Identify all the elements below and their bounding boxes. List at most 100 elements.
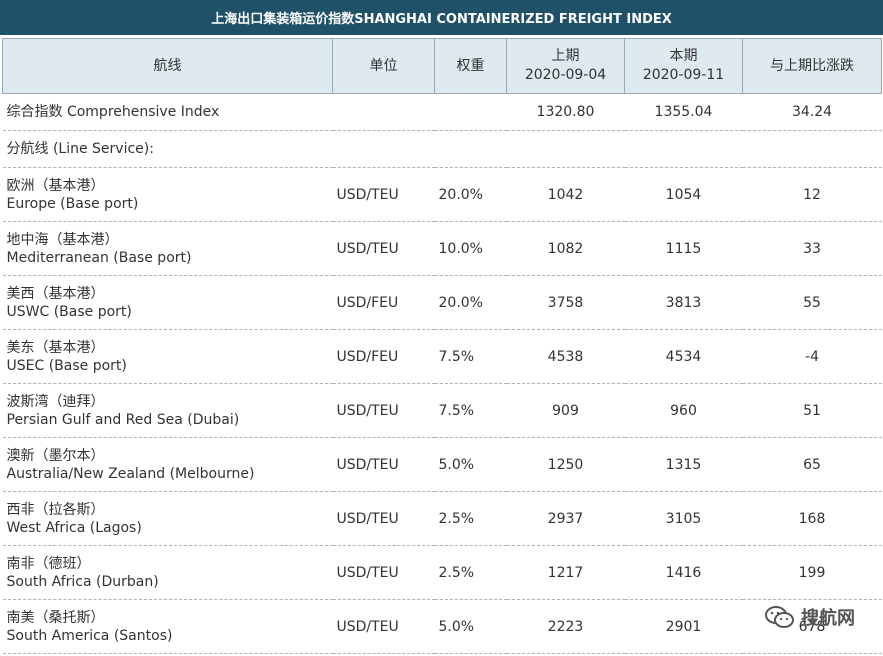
table-row: 美西（基本港） USWC (Base port) USD/FEU 20.0% 3758 3… — [2, 275, 882, 330]
weight-cell: 2.5% — [434, 491, 507, 546]
index-title: 上海出口集装箱运价指数SHANGHAI CONTAINERIZED FREIGH… — [0, 0, 883, 36]
change-cell: 51 — [742, 383, 882, 438]
header-change: 与上期比涨跌 — [742, 38, 882, 94]
prev-cell: 4538 — [506, 329, 625, 384]
header-prev-date: 2020-09-04 — [524, 67, 607, 83]
curr-cell: 1315 — [624, 437, 743, 492]
unit-cell: USD/TEU — [332, 383, 435, 438]
header-unit: 单位 — [332, 38, 435, 94]
header-route: 航线 — [2, 38, 333, 94]
prev-cell: 1217 — [506, 545, 625, 600]
unit-cell: USD/TEU — [332, 491, 435, 546]
table-row: 西非（拉各斯） West Africa (Lagos) USD/TEU 2.5% 293… — [2, 491, 882, 546]
watermark: 搜航网 — [765, 604, 855, 630]
table-row: 南美（桑托斯） South America (Santos) USD/TEU 5.0%… — [2, 599, 882, 654]
change-cell: -4 — [742, 329, 882, 384]
curr-cell: 4534 — [624, 329, 743, 384]
unit-cell: USD/FEU — [332, 329, 435, 384]
route-cell: 波斯湾（迪拜） Persian Gulf and Red Sea (Dubai) — [2, 383, 333, 438]
composite-row: 综合指数 Comprehensive Index 1320.80 1355.04… — [2, 93, 882, 131]
composite-curr: 1355.04 — [624, 93, 743, 131]
change-cell: 33 — [742, 221, 882, 276]
route-cell: 欧洲（基本港） Europe (Base port) — [2, 167, 333, 222]
route-name-en: Australia/New Zealand (Melbourne) — [6, 465, 255, 482]
weight-cell: 5.0% — [434, 437, 507, 492]
curr-cell: 3105 — [624, 491, 743, 546]
curr-cell: 1115 — [624, 221, 743, 276]
change-cell: 55 — [742, 275, 882, 330]
unit-cell: USD/FEU — [332, 275, 435, 330]
route-name-en: USWC (Base port) — [6, 303, 132, 320]
route-name-en: Mediterranean (Base port) — [6, 249, 192, 266]
table-row: 南非（德班） South Africa (Durban) USD/TEU 2.5% 12… — [2, 545, 882, 600]
route-name-en: Europe (Base port) — [6, 195, 139, 212]
change-cell: 65 — [742, 437, 882, 492]
route-cell: 南非（德班） South Africa (Durban) — [2, 545, 333, 600]
weight-cell: 2.5% — [434, 545, 507, 600]
weight-cell: 10.0% — [434, 221, 507, 276]
weight-cell: 5.0% — [434, 599, 507, 654]
header-curr-label: 本期 — [669, 48, 698, 64]
table-row: 澳新（墨尔本） Australia/New Zealand (Melbourne)… — [2, 437, 882, 492]
header-prev: 上期 2020-09-04 — [506, 38, 625, 94]
unit-cell: USD/TEU — [332, 167, 435, 222]
route-name-en: USEC (Base port) — [6, 357, 127, 374]
route-cell: 地中海（基本港） Mediterranean (Base port) — [2, 221, 333, 276]
route-cell: 澳新（墨尔本） Australia/New Zealand (Melbourne) — [2, 437, 333, 492]
route-name-cn: 南非（德班） — [6, 555, 91, 572]
freight-index-table: 航线 单位 权重 上期 2020-09-04 本期 2020-09-11 与上期… — [2, 38, 882, 654]
composite-label: 综合指数 Comprehensive Index — [2, 93, 333, 131]
curr-cell: 1054 — [624, 167, 743, 222]
prev-cell: 909 — [506, 383, 625, 438]
prev-cell: 2223 — [506, 599, 625, 654]
route-name-cn: 澳新（墨尔本） — [6, 447, 105, 464]
prev-cell: 1082 — [506, 221, 625, 276]
unit-cell: USD/TEU — [332, 437, 435, 492]
prev-cell: 3758 — [506, 275, 625, 330]
header-prev-label: 上期 — [551, 48, 580, 64]
change-cell: 678 — [742, 599, 882, 654]
curr-cell: 1416 — [624, 545, 743, 600]
route-name-cn: 美东（基本港） — [6, 339, 105, 356]
route-name-en: Persian Gulf and Red Sea (Dubai) — [6, 411, 240, 428]
curr-cell: 960 — [624, 383, 743, 438]
prev-cell: 2937 — [506, 491, 625, 546]
change-cell: 168 — [742, 491, 882, 546]
prev-cell: 1250 — [506, 437, 625, 492]
route-cell: 美东（基本港） USEC (Base port) — [2, 329, 333, 384]
route-name-cn: 西非（拉各斯） — [6, 501, 105, 518]
table-row: 美东（基本港） USEC (Base port) USD/FEU 7.5% 4538 45… — [2, 329, 882, 384]
route-cell: 西非（拉各斯） West Africa (Lagos) — [2, 491, 333, 546]
route-name-en: West Africa (Lagos) — [6, 519, 142, 536]
curr-cell: 2901 — [624, 599, 743, 654]
table-row: 地中海（基本港） Mediterranean (Base port) USD/TEU… — [2, 221, 882, 276]
change-cell: 199 — [742, 545, 882, 600]
weight-cell: 20.0% — [434, 167, 507, 222]
header-weight: 权重 — [434, 38, 507, 94]
curr-cell: 3813 — [624, 275, 743, 330]
prev-cell: 1042 — [506, 167, 625, 222]
weight-cell: 7.5% — [434, 329, 507, 384]
route-name-cn: 波斯湾（迪拜） — [6, 393, 105, 410]
route-cell: 南美（桑托斯） South America (Santos) — [2, 599, 333, 654]
route-name-cn: 美西（基本港） — [6, 285, 105, 302]
header-curr: 本期 2020-09-11 — [624, 38, 743, 94]
route-name-cn: 南美（桑托斯） — [6, 609, 105, 626]
unit-cell: USD/TEU — [332, 599, 435, 654]
unit-cell: USD/TEU — [332, 545, 435, 600]
table-header-row: 航线 单位 权重 上期 2020-09-04 本期 2020-09-11 与上期… — [2, 38, 882, 94]
weight-cell: 20.0% — [434, 275, 507, 330]
line-service-row: 分航线 (Line Service): — [2, 130, 882, 168]
line-service-label: 分航线 (Line Service): — [2, 130, 333, 168]
composite-change: 34.24 — [742, 93, 882, 131]
route-name-cn: 欧洲（基本港） — [6, 177, 105, 194]
weight-cell: 7.5% — [434, 383, 507, 438]
composite-prev: 1320.80 — [506, 93, 625, 131]
unit-cell: USD/TEU — [332, 221, 435, 276]
route-cell: 美西（基本港） USWC (Base port) — [2, 275, 333, 330]
header-curr-date: 2020-09-11 — [642, 67, 725, 83]
watermark-text: 搜航网 — [801, 608, 855, 629]
table-row: 欧洲（基本港） Europe (Base port) USD/TEU 20.0% 104… — [2, 167, 882, 222]
table-row: 波斯湾（迪拜） Persian Gulf and Red Sea (Dubai) U… — [2, 383, 882, 438]
route-name-en: South Africa (Durban) — [6, 573, 159, 590]
